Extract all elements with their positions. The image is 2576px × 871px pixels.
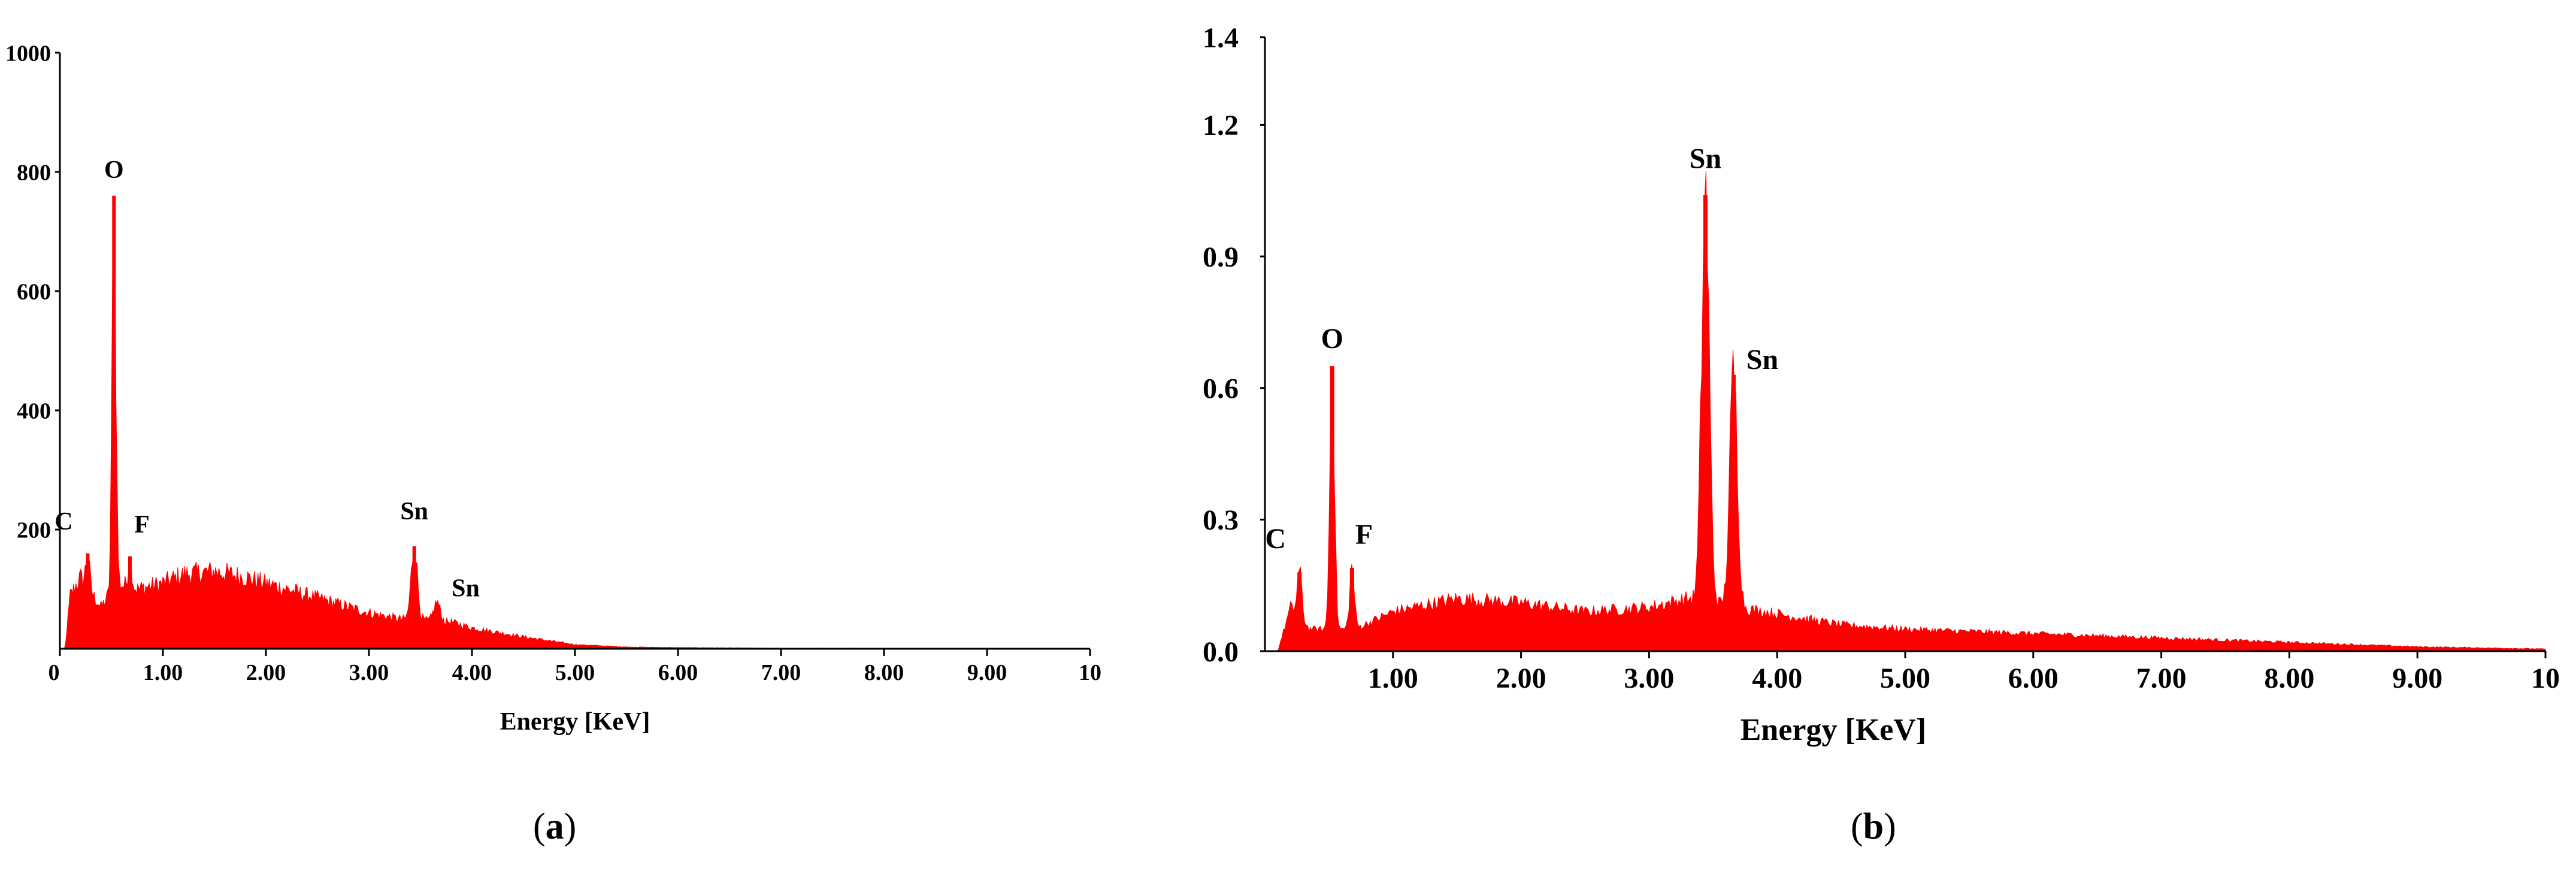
x-tick-label-b-9: 10 <box>2531 663 2560 694</box>
y-tick-label-a-1: 400 <box>17 398 51 424</box>
y-tick-label-b-4: 1.2 <box>1203 110 1239 141</box>
x-tick-label-b-5: 6.00 <box>2008 663 2059 694</box>
spectrum-area-a <box>60 223 1090 649</box>
peak-label-a-0: C <box>55 508 72 536</box>
y-tick-label-b-1: 0.3 <box>1203 504 1239 536</box>
y-tick-label-a-4: 1000 <box>5 41 51 66</box>
peak-label-a-4: Sn <box>452 574 480 602</box>
peak-label-b-2: F <box>1355 519 1373 551</box>
peak-label-a-3: Sn <box>400 498 428 525</box>
x-tick-label-a-1: 1.00 <box>143 660 183 685</box>
x-tick-label-a-8: 8.00 <box>864 660 904 685</box>
peak-label-b-1: O <box>1321 323 1343 355</box>
spectrum-panel-b: 0.0 0.3 0.6 0.9 1.2 1.4 1.00 2.00 3.00 4.00 5.00 6.… <box>1203 22 2560 747</box>
x-tick-label-b-4: 5.00 <box>1880 663 1930 694</box>
spectrum-panel-a: 200 400 600 800 1000 0 1.00 2.00 3.00 4.00 5.00 6.0… <box>5 41 1101 736</box>
y-tick-label-b-2: 0.6 <box>1203 373 1239 405</box>
x-tick-label-a-10: 10 <box>1079 660 1101 685</box>
spectrum-area-b <box>1265 171 2546 652</box>
x-tick-label-b-8: 9.00 <box>2392 663 2442 694</box>
peak-label-a-2: F <box>134 511 150 539</box>
y-tick-label-b-5: 1.4 <box>1203 22 1239 54</box>
x-tick-label-a-2: 2.00 <box>246 660 286 685</box>
y-tick-label-a-0: 200 <box>17 518 51 543</box>
y-tick-label-a-2: 600 <box>17 279 51 304</box>
x-tick-label-b-0: 1.00 <box>1368 663 1418 694</box>
x-axis-title-b: Energy [KeV] <box>1740 713 1926 747</box>
x-tick-label-a-9: 9.00 <box>967 660 1007 685</box>
x-tick-label-a-4: 4.00 <box>452 660 492 685</box>
peak-label-b-4: Sn <box>1746 344 1778 376</box>
y-tick-label-a-3: 800 <box>17 160 51 185</box>
x-tick-label-b-1: 2.00 <box>1496 663 1546 694</box>
caption-a-letter: a <box>545 806 564 847</box>
x-tick-label-b-6: 7.00 <box>2136 663 2187 694</box>
x-tick-label-a-5: 5.00 <box>555 660 595 685</box>
caption-b: (b) <box>1851 806 1896 847</box>
x-tick-label-a-7: 7.00 <box>761 660 801 685</box>
x-tick-label-a-0: 0 <box>49 660 60 685</box>
x-tick-label-b-3: 4.00 <box>1752 663 1802 694</box>
x-tick-label-a-6: 6.00 <box>658 660 698 685</box>
x-tick-label-b-7: 8.00 <box>2264 663 2314 694</box>
x-tick-label-a-3: 3.00 <box>349 660 389 685</box>
y-tick-label-b-3: 0.9 <box>1203 241 1239 273</box>
peak-label-b-3: Sn <box>1690 143 1721 175</box>
x-tick-label-b-2: 3.00 <box>1624 663 1674 694</box>
peak-label-a-1: O <box>104 156 124 184</box>
x-axis-title-a: Energy [KeV] <box>500 708 650 736</box>
y-tick-label-b-0: 0.0 <box>1203 636 1239 668</box>
caption-a: (a) <box>533 806 577 847</box>
caption-b-letter: b <box>1863 806 1884 847</box>
peak-label-b-0: C <box>1265 523 1286 555</box>
